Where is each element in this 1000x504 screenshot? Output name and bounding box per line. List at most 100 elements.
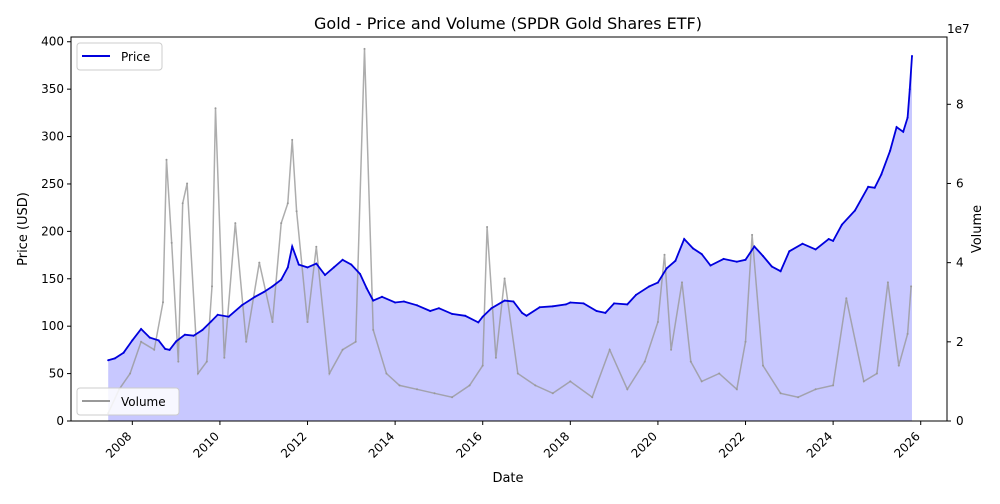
- y2-tick-label: 0: [956, 414, 964, 428]
- price-point: [240, 304, 243, 307]
- y-tick-label: 400: [41, 35, 64, 49]
- price-point: [779, 270, 782, 273]
- price-point: [595, 310, 598, 312]
- price-point: [582, 302, 585, 305]
- price-point: [107, 359, 110, 362]
- price-area-fill: [108, 56, 912, 421]
- volume-point: [832, 384, 835, 387]
- volume-point: [433, 392, 436, 395]
- price-point: [832, 239, 835, 242]
- volume-point: [700, 380, 703, 383]
- volume-point: [626, 388, 629, 391]
- volume-point: [129, 372, 132, 375]
- volume-point: [291, 138, 294, 141]
- y-tick-label: 250: [41, 177, 64, 191]
- volume-point: [177, 360, 180, 363]
- volume-point: [751, 233, 754, 236]
- price-point: [131, 339, 134, 342]
- price-point: [512, 300, 515, 303]
- price-point: [315, 262, 318, 265]
- price-point: [665, 267, 668, 270]
- price-point: [254, 295, 256, 298]
- price-point: [157, 339, 160, 342]
- y-tick-label: 150: [41, 272, 64, 286]
- y-tick-label: 200: [41, 224, 64, 238]
- price-point: [683, 238, 686, 240]
- volume-point: [670, 348, 673, 351]
- volume-point: [591, 396, 594, 399]
- price-point: [262, 291, 265, 294]
- y-axis-left: 0 50 100 150 200 250 300 350 400: [41, 35, 71, 428]
- legend-price-box: [76, 42, 163, 71]
- price-point: [788, 250, 791, 253]
- price-point: [889, 149, 892, 152]
- price-point: [911, 55, 913, 57]
- y2-tick-label: 8: [956, 97, 964, 111]
- price-point: [332, 266, 335, 269]
- price-point: [464, 314, 467, 317]
- y-tick-label: 350: [41, 82, 64, 96]
- volume-point: [416, 388, 418, 391]
- volume-point: [608, 348, 611, 351]
- price-point: [164, 347, 167, 350]
- volume-point: [762, 364, 764, 367]
- volume-point: [258, 261, 261, 264]
- price-point: [306, 266, 309, 269]
- price-point: [365, 287, 368, 290]
- volume-point: [906, 332, 909, 335]
- price-point: [827, 238, 830, 240]
- volume-point: [214, 107, 217, 110]
- volume-point: [681, 281, 683, 284]
- y-tick-label: 300: [41, 130, 64, 144]
- volume-point: [910, 285, 913, 288]
- volume-point: [569, 380, 572, 383]
- volume-point: [534, 384, 537, 387]
- volume-point: [234, 222, 237, 225]
- price-point: [341, 258, 344, 261]
- volume-point: [897, 364, 900, 367]
- price-point: [700, 253, 703, 256]
- volume-point: [503, 277, 506, 280]
- volume-point: [744, 340, 747, 343]
- price-point: [626, 303, 629, 306]
- price-point: [722, 257, 725, 260]
- legend-volume-box: [76, 387, 180, 416]
- y-tick-label: 0: [56, 414, 64, 428]
- x-axis-label: Date: [492, 471, 523, 486]
- y-tick-label: 100: [41, 319, 64, 333]
- y2-offset-text: 1e7: [947, 22, 970, 36]
- volume-point: [862, 380, 865, 383]
- price-point: [880, 173, 883, 176]
- price-point: [521, 311, 524, 314]
- chart-title: Gold - Price and Volume (SPDR Gold Share…: [314, 14, 702, 33]
- price-point: [394, 301, 397, 304]
- price-point: [210, 320, 213, 323]
- price-point: [564, 303, 567, 306]
- volume-point: [845, 297, 848, 300]
- price-point: [490, 307, 493, 310]
- volume-point: [643, 360, 646, 363]
- volume-point: [886, 281, 889, 284]
- price-point: [569, 301, 572, 304]
- volume-point: [165, 158, 168, 161]
- price-point: [840, 223, 843, 226]
- volume-point: [271, 321, 274, 323]
- price-point: [286, 266, 289, 269]
- price-point: [113, 357, 116, 360]
- price-point: [271, 285, 274, 288]
- price-point: [692, 247, 694, 250]
- price-point: [140, 328, 143, 330]
- volume-point: [718, 372, 721, 375]
- price-point: [183, 333, 186, 336]
- price-point: [551, 305, 554, 308]
- price-point: [538, 306, 541, 309]
- price-point: [291, 245, 294, 248]
- y-tick-label: 50: [49, 367, 64, 381]
- price-point: [604, 311, 607, 314]
- y2-axis-label: Volume: [970, 205, 985, 253]
- price-point: [216, 313, 219, 316]
- price-point: [613, 302, 616, 305]
- volume-point: [306, 321, 309, 323]
- price-point: [902, 130, 905, 133]
- price-point: [372, 299, 375, 302]
